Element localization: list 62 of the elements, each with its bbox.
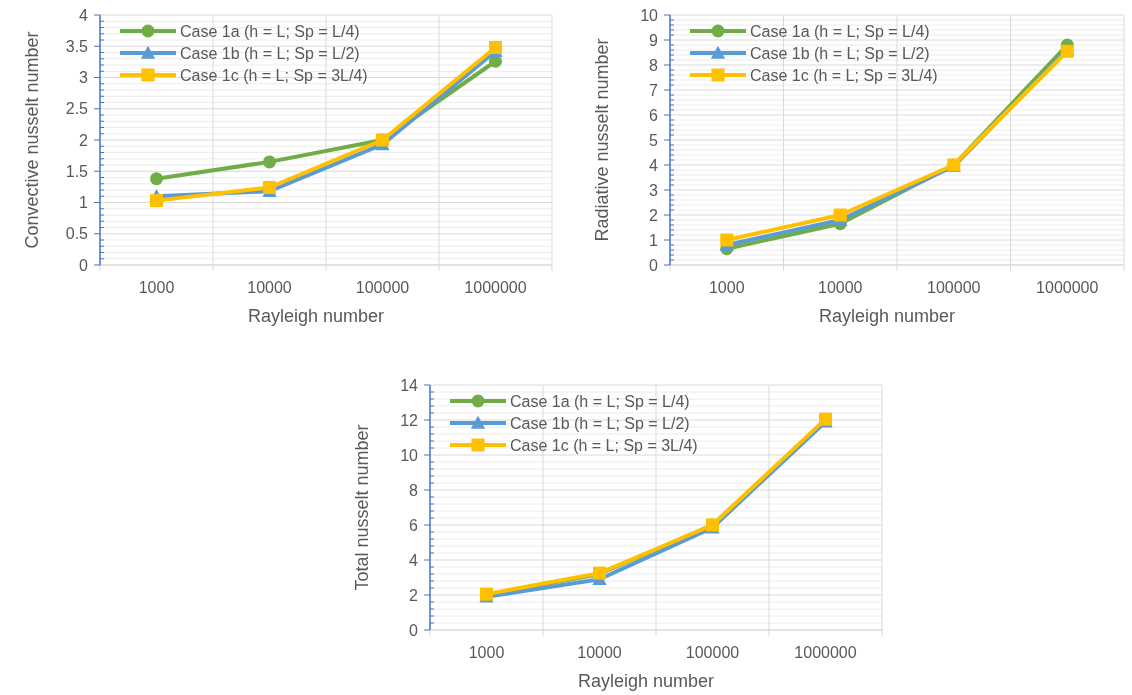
y-axis-title: Total nusselt number (352, 424, 372, 591)
y-tick-label: 9 (649, 31, 659, 49)
x-tick-label: 1000 (138, 279, 175, 296)
x-tick-label: 100000 (355, 279, 410, 296)
y-tick-label: 2 (79, 131, 89, 149)
y-tick-label: 2.5 (65, 100, 89, 118)
y-tick-label: 0 (649, 256, 659, 274)
y-tick-label: 8 (649, 56, 659, 74)
legend-label: Case 1a (h = L; Sp = L/4) (180, 22, 360, 40)
y-tick-label: 1.5 (65, 162, 89, 180)
x-axis-title: Rayleigh number (247, 306, 385, 326)
x-tick-label: 10000 (818, 279, 863, 296)
x-axis-title: Rayleigh number (577, 671, 715, 691)
point (720, 233, 734, 247)
legend-label: Case 1a (h = L; Sp = L/4) (750, 22, 930, 40)
x-tick-label: 1000000 (464, 279, 527, 296)
legend-label: Case 1b (h = L; Sp = L/2) (180, 44, 360, 62)
legend-label: Case 1a (h = L; Sp = L/4) (510, 392, 690, 410)
x-axis-title: Rayleigh number (818, 306, 956, 326)
point (833, 208, 847, 222)
y-tick-label: 6 (409, 516, 419, 534)
y-tick-label: 10 (400, 446, 419, 464)
y-axis-title: Convective nusselt number (22, 31, 42, 249)
x-tick-label: 100000 (685, 644, 740, 661)
point (150, 172, 163, 186)
x-tick-label: 1000000 (794, 644, 857, 661)
x-tick-label: 10000 (247, 279, 292, 296)
point (263, 155, 276, 169)
legend-label: Case 1c (h = L; Sp = 3L/4) (750, 66, 938, 84)
y-tick-label: 1 (79, 194, 89, 212)
point (263, 181, 276, 194)
x-tick-label: 1000000 (1036, 279, 1099, 296)
y-tick-label: 4 (649, 156, 659, 174)
point (489, 41, 502, 54)
y-tick-label: 3.5 (65, 37, 89, 55)
y-tick-label: 8 (409, 481, 419, 499)
y-tick-label: 7 (649, 81, 659, 99)
y-axis-title: Radiative nusselt number (592, 38, 612, 242)
y-tick-label: 0 (409, 621, 419, 639)
legend-label: Case 1c (h = L; Sp = 3L/4) (180, 66, 368, 84)
y-tick-label: 3 (649, 181, 659, 199)
x-tick-label: 1000 (708, 279, 745, 296)
legend-label: Case 1b (h = L; Sp = L/2) (750, 44, 930, 62)
y-tick-label: 2 (649, 206, 659, 224)
y-tick-label: 4 (409, 551, 419, 569)
y-tick-label: 3 (79, 69, 89, 87)
y-tick-label: 6 (649, 106, 659, 124)
x-tick-label: 100000 (927, 279, 981, 296)
legend-label: Case 1c (h = L; Sp = 3L/4) (510, 436, 698, 454)
y-tick-label: 1 (649, 231, 659, 249)
y-tick-label: 10 (640, 6, 659, 24)
y-tick-label: 14 (400, 376, 419, 394)
y-tick-label: 2 (409, 586, 419, 604)
y-tick-label: 0.5 (65, 225, 89, 243)
y-tick-label: 12 (400, 411, 419, 429)
y-tick-label: 0 (79, 256, 89, 274)
point (150, 194, 163, 208)
y-tick-label: 4 (79, 6, 89, 24)
x-tick-label: 1000 (468, 644, 505, 661)
x-tick-label: 10000 (577, 644, 622, 661)
legend-label: Case 1b (h = L; Sp = L/2) (510, 414, 690, 432)
y-tick-label: 5 (649, 131, 659, 149)
